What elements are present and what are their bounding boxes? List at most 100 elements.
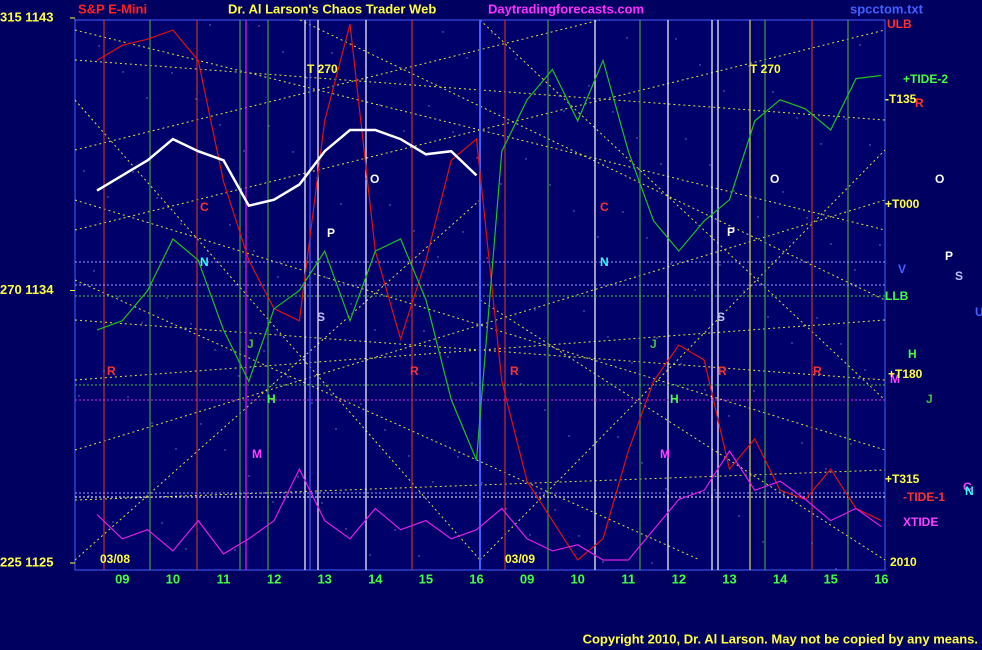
star <box>854 269 856 271</box>
star <box>263 350 265 352</box>
annotation: R <box>510 364 519 378</box>
star <box>699 64 701 66</box>
annotation: M <box>660 447 670 461</box>
copyright: Copyright 2010, Dr. Al Larson. May not b… <box>583 631 978 646</box>
star <box>369 554 371 556</box>
star <box>360 403 362 405</box>
annotation: J <box>926 392 933 406</box>
star <box>559 284 561 286</box>
x-tick-label: 09 <box>520 571 534 586</box>
x-tick-label: 09 <box>115 571 129 586</box>
star <box>335 428 337 430</box>
annotation: M <box>252 447 262 461</box>
star <box>554 509 556 511</box>
star <box>510 283 512 285</box>
star <box>481 482 483 484</box>
star <box>161 522 163 524</box>
star <box>486 257 488 259</box>
star <box>685 138 687 140</box>
star <box>394 529 396 531</box>
x-tick-label: 15 <box>419 571 433 586</box>
star <box>462 231 464 233</box>
star <box>88 495 90 497</box>
annotation: +TIDE-2 <box>903 72 948 86</box>
x-tick-label: 11 <box>217 571 231 586</box>
star <box>534 309 536 311</box>
star <box>428 105 430 107</box>
star <box>292 151 294 153</box>
star <box>791 342 793 344</box>
star <box>74 19 76 21</box>
annotation: M <box>890 372 900 386</box>
star <box>331 52 333 54</box>
star <box>258 25 260 27</box>
star <box>287 376 289 378</box>
star <box>622 211 624 213</box>
star <box>505 508 507 510</box>
star <box>171 72 173 74</box>
guide-line <box>74 19 601 151</box>
annotation: +T315 <box>885 472 920 486</box>
annotation: U <box>975 305 982 319</box>
star <box>78 395 80 397</box>
star <box>93 270 95 272</box>
star <box>379 104 381 106</box>
x-tick-label: 12 <box>672 571 686 586</box>
annotation: J <box>247 337 254 351</box>
star <box>563 110 565 112</box>
annotation: N <box>965 484 974 498</box>
series-line <box>96 58 882 461</box>
star <box>573 210 575 212</box>
star <box>641 462 643 464</box>
star <box>869 144 871 146</box>
x-tick-label: 10 <box>570 571 584 586</box>
star <box>384 429 386 431</box>
star <box>777 416 779 418</box>
star <box>704 389 706 391</box>
annotation: O <box>935 172 944 186</box>
annotation: P <box>327 226 335 240</box>
star <box>656 337 658 339</box>
series-line <box>96 23 882 561</box>
star <box>243 150 245 152</box>
star <box>578 535 580 537</box>
star <box>782 191 784 193</box>
star <box>277 276 279 278</box>
annotation: H <box>670 392 679 406</box>
series-line <box>96 128 478 208</box>
star <box>195 98 197 100</box>
star <box>646 237 648 239</box>
star <box>767 316 769 318</box>
star <box>757 216 759 218</box>
star <box>680 363 682 365</box>
star <box>840 343 842 345</box>
star <box>476 157 478 159</box>
annotation: H <box>267 392 276 406</box>
star <box>403 130 405 132</box>
star <box>408 455 410 457</box>
star <box>156 197 158 199</box>
star <box>753 390 755 392</box>
star <box>694 289 696 291</box>
star <box>442 31 444 33</box>
star <box>660 163 662 165</box>
star <box>816 317 818 319</box>
star <box>151 422 153 424</box>
annotation: S <box>717 310 725 324</box>
star <box>117 296 119 298</box>
annotation: P <box>727 225 735 239</box>
star <box>602 561 604 563</box>
star <box>229 224 231 226</box>
star <box>146 97 148 99</box>
annotation: H <box>908 347 917 361</box>
x-tick-label: 11 <box>621 571 635 586</box>
annotation: ULB <box>887 17 912 31</box>
star <box>248 475 250 477</box>
star <box>219 124 221 126</box>
star <box>850 443 852 445</box>
star <box>98 45 100 47</box>
y-tick-label: 315 1143 <box>0 9 54 24</box>
x-tick-label: 14 <box>368 571 383 586</box>
star <box>500 183 502 185</box>
star <box>491 32 493 34</box>
